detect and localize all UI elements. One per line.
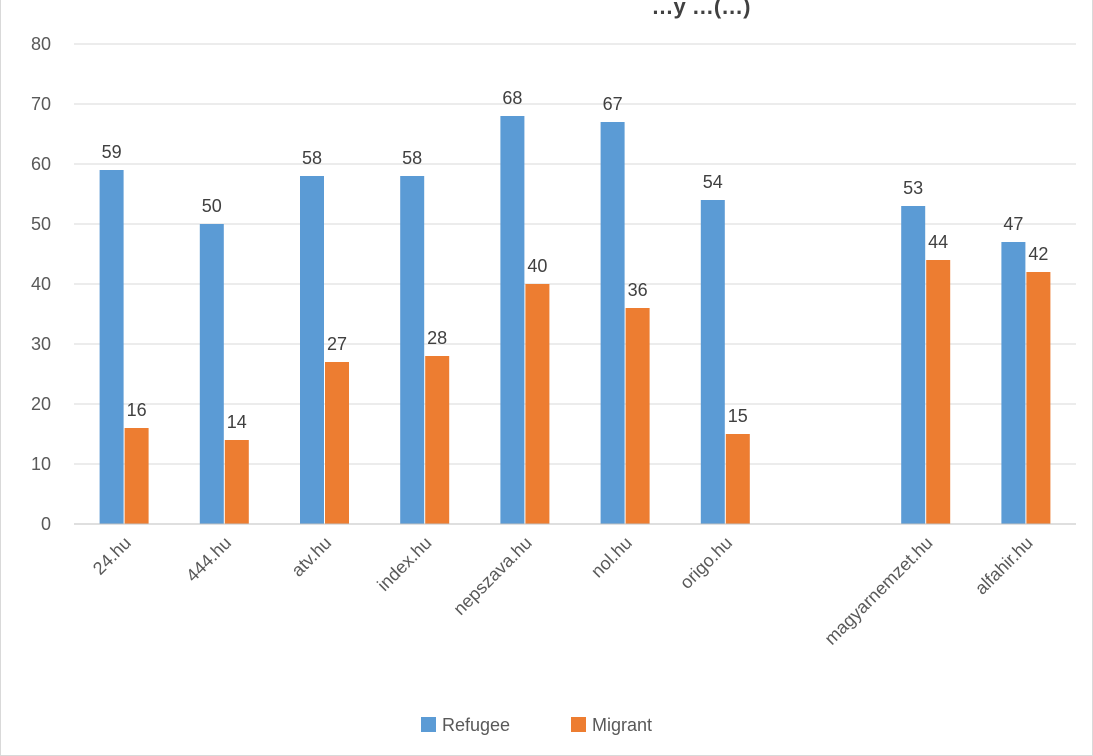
y-tick-label: 20 (31, 394, 51, 414)
y-tick-label: 30 (31, 334, 51, 354)
legend: Refugee Migrant (421, 715, 652, 735)
bar-migrant (325, 362, 349, 524)
data-label-refugee: 59 (102, 142, 122, 162)
bar-refugee (600, 122, 625, 524)
data-label-migrant: 44 (928, 232, 948, 252)
data-label-migrant: 27 (327, 334, 347, 354)
y-tick-label: 80 (31, 34, 51, 54)
bar-refugee (99, 170, 124, 524)
x-category-label: nepszava.hu (449, 533, 535, 619)
x-category-label: magyarnemzet.hu (821, 533, 937, 649)
bars (99, 116, 1051, 524)
data-label-migrant: 36 (628, 280, 648, 300)
y-axis-tick-labels: 0 10 20 30 40 50 60 70 80 (31, 34, 51, 534)
y-tick-label: 50 (31, 214, 51, 234)
bar-refugee (1001, 242, 1026, 524)
data-label-refugee: 68 (502, 88, 522, 108)
data-label-migrant: 15 (728, 406, 748, 426)
x-category-label: 24.hu (89, 533, 135, 579)
data-label-migrant: 40 (527, 256, 547, 276)
data-label-refugee: 53 (903, 178, 923, 198)
x-axis-category-labels: 24.hu 444.hu atv.hu index.hu nepszava.hu nol.… (89, 533, 1037, 649)
gridlines (74, 43, 1076, 465)
y-tick-label: 60 (31, 154, 51, 174)
legend-label-refugee: Refugee (442, 715, 510, 735)
x-category-label: origo.hu (676, 533, 736, 593)
bar-migrant (1026, 272, 1051, 524)
bar-refugee (500, 116, 525, 524)
bar-migrant (525, 284, 550, 524)
x-category-label: atv.hu (287, 533, 335, 581)
bar-migrant (224, 440, 249, 524)
legend-label-migrant: Migrant (592, 715, 652, 735)
data-label-refugee: 67 (603, 94, 623, 114)
legend-swatch-migrant (571, 717, 586, 732)
x-category-label: alfahir.hu (971, 533, 1037, 599)
bar-migrant (625, 308, 650, 524)
data-label-refugee: 54 (703, 172, 723, 192)
chart-title: …y …(…) (652, 0, 751, 19)
bar-refugee (901, 206, 926, 524)
bar-refugee (300, 176, 324, 524)
x-category-label: index.hu (373, 533, 435, 595)
data-label-migrant: 42 (1028, 244, 1048, 264)
y-tick-label: 40 (31, 274, 51, 294)
y-tick-label: 70 (31, 94, 51, 114)
data-label-refugee: 47 (1003, 214, 1023, 234)
bar-refugee (199, 224, 224, 524)
y-tick-label: 10 (31, 454, 51, 474)
data-label-migrant: 28 (427, 328, 447, 348)
bar-refugee (700, 200, 725, 524)
bar-refugee (400, 176, 425, 524)
data-label-refugee: 50 (202, 196, 222, 216)
data-label-refugee: 58 (402, 148, 422, 168)
legend-swatch-refugee (421, 717, 436, 732)
bar-migrant (926, 260, 951, 524)
bar-migrant (124, 428, 149, 524)
x-category-label: 444.hu (182, 533, 235, 586)
data-label-migrant: 16 (127, 400, 147, 420)
data-label-migrant: 14 (227, 412, 247, 432)
data-label-refugee: 58 (302, 148, 322, 168)
bar-migrant (425, 356, 450, 524)
bar-migrant (725, 434, 750, 524)
x-category-label: nol.hu (587, 533, 636, 582)
y-tick-label: 0 (41, 514, 51, 534)
